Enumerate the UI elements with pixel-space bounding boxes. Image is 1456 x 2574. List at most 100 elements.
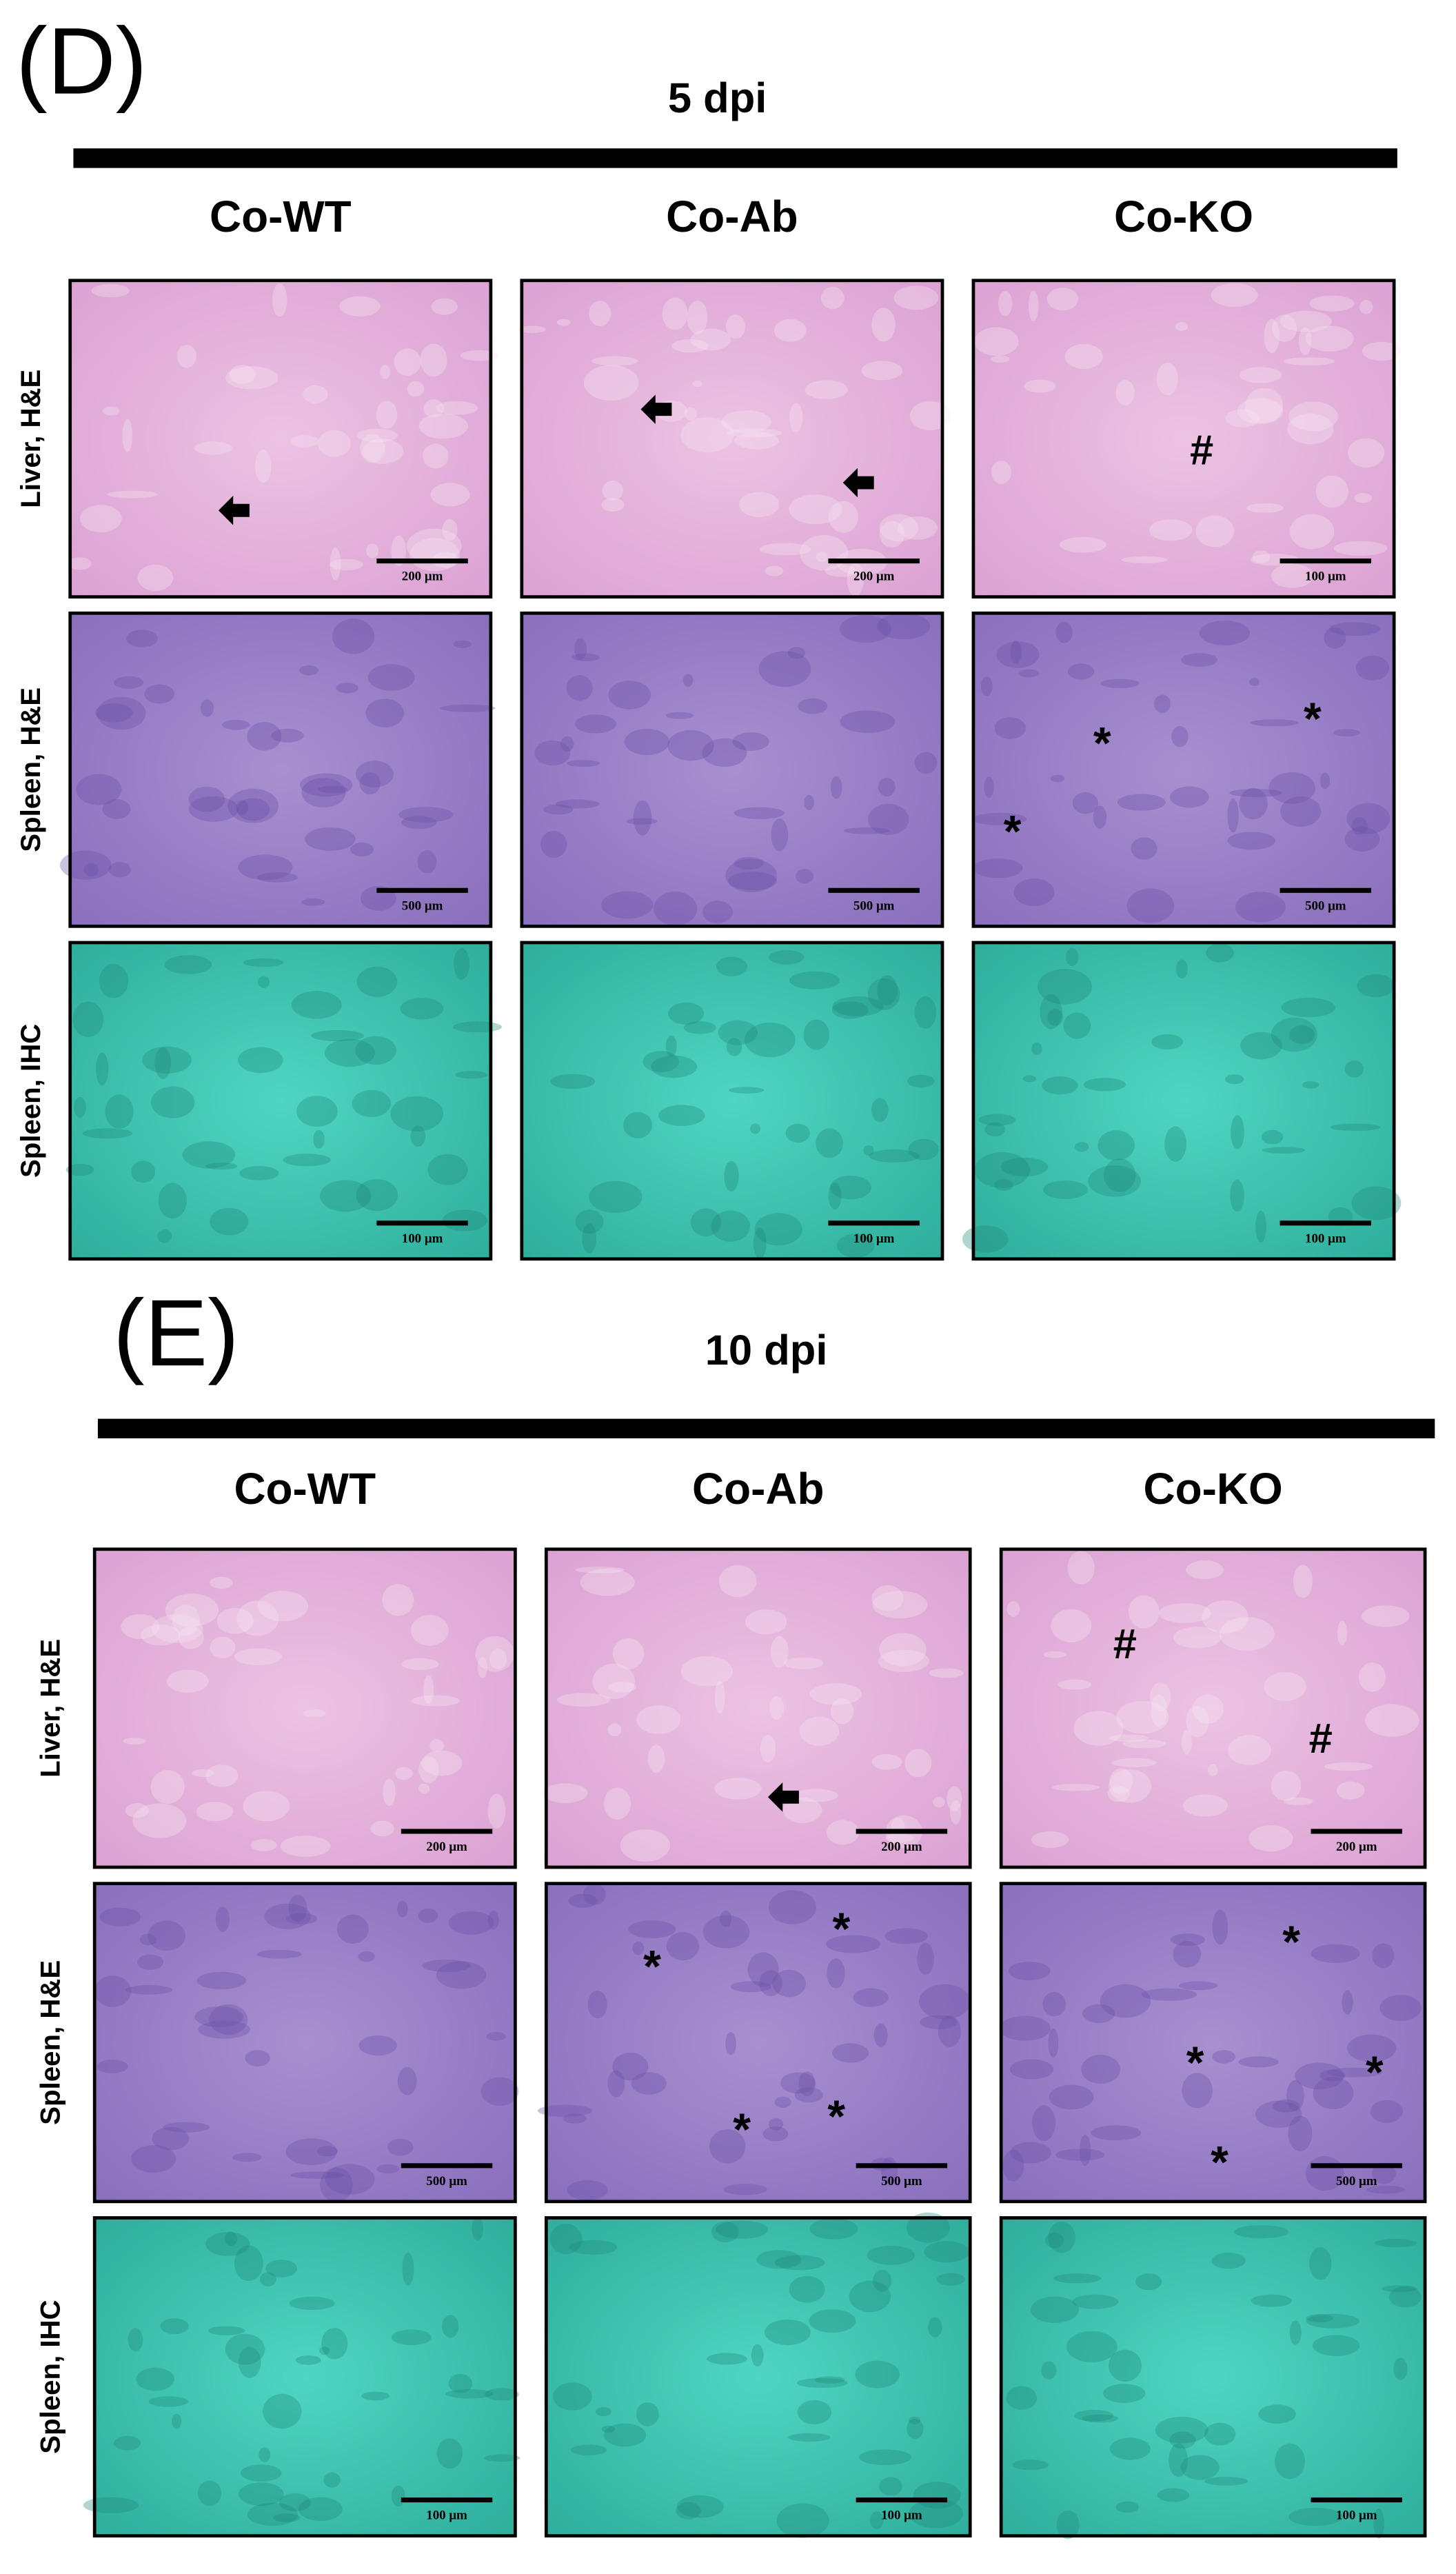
tissue-texture	[264, 1903, 311, 1929]
tissue-texture	[549, 2224, 583, 2255]
tissue-texture	[936, 2273, 965, 2286]
tissue-texture	[257, 1591, 309, 1622]
tissue-texture	[401, 816, 437, 829]
tissue-texture	[601, 498, 625, 512]
tissue-texture	[647, 1745, 665, 1773]
tissue-texture	[481, 2077, 519, 2107]
tissue-texture	[59, 850, 112, 880]
tissue-texture	[702, 1915, 750, 1949]
tissue-texture	[624, 728, 669, 756]
tissue-texture	[1042, 1991, 1066, 2017]
tissue-texture	[1288, 1025, 1315, 1045]
tissue-texture	[96, 1052, 109, 1086]
tissue-texture	[76, 774, 122, 805]
annotation: *	[1282, 1917, 1300, 1968]
tissue-texture	[1204, 2422, 1236, 2446]
tissue-texture	[715, 2220, 769, 2239]
tissue-texture	[574, 714, 617, 734]
tissue-texture	[668, 1002, 705, 1025]
tissue-texture	[236, 798, 270, 821]
tissue-texture	[402, 2252, 414, 2286]
tissue-texture	[488, 1911, 499, 1930]
tissue-texture	[1284, 1797, 1313, 1805]
micrograph	[521, 280, 943, 597]
tissue-texture	[440, 704, 496, 712]
tissue-texture	[280, 1836, 331, 1857]
tissue-texture	[540, 830, 567, 858]
tissue-texture	[422, 1959, 471, 1972]
tissue-texture	[592, 1663, 636, 1699]
tissue-texture	[1261, 1129, 1284, 1145]
tissue-texture	[680, 417, 734, 453]
tissue-texture	[336, 1914, 369, 1944]
arrow	[767, 1782, 799, 1812]
tissue-texture	[234, 2245, 263, 2282]
tissue-texture	[192, 1769, 214, 1778]
tissue-texture	[1181, 1729, 1192, 1755]
tissue-texture	[897, 516, 938, 540]
tissue-texture	[869, 2511, 884, 2529]
tissue-texture	[1342, 1990, 1353, 2015]
tissue-texture	[205, 1764, 239, 1787]
tissue-texture	[148, 2396, 188, 2407]
tissue-texture	[131, 1160, 156, 1183]
annotation: *	[1304, 694, 1322, 745]
micrograph	[546, 1549, 971, 1867]
micrograph	[70, 613, 491, 927]
tissue-texture	[991, 355, 1010, 363]
tissue-texture	[718, 1020, 758, 1045]
tissue-texture	[210, 1576, 233, 1589]
column-header: Co-Ab	[666, 192, 798, 241]
tissue-texture	[1346, 2034, 1397, 2062]
micrograph	[521, 613, 943, 927]
tissue-texture	[830, 1698, 854, 1725]
micrograph-frame	[68, 611, 493, 928]
tissue-texture	[1229, 788, 1282, 797]
micrograph-frame	[520, 611, 944, 928]
tissue-texture	[122, 419, 132, 452]
tissue-texture	[1121, 556, 1168, 563]
tissue-texture	[390, 1096, 443, 1132]
tissue-texture	[869, 1149, 920, 1163]
tissue-texture	[692, 380, 702, 388]
tissue-texture	[984, 1122, 1006, 1137]
tissue-texture	[789, 2275, 825, 2303]
tissue-texture	[1141, 1988, 1197, 2001]
tissue-texture	[1351, 1186, 1402, 1220]
annotation: *	[733, 2104, 751, 2155]
scale-label: 200 μm	[1336, 1840, 1377, 1854]
tissue-texture	[682, 674, 694, 687]
tissue-texture	[1251, 2294, 1292, 2307]
tissue-texture	[1255, 2100, 1302, 2128]
tissue-texture	[840, 615, 891, 643]
micrograph-frame	[971, 279, 1396, 599]
tissue-texture	[572, 653, 600, 661]
row-label: Spleen, H&E	[34, 1960, 65, 2125]
tissue-texture	[1183, 1794, 1228, 1817]
tissue-texture	[150, 1769, 185, 1804]
tissue-texture	[840, 710, 896, 733]
scale-label: 100 μm	[1305, 570, 1346, 584]
tissue-texture	[933, 1796, 945, 1808]
tissue-texture	[1336, 1781, 1365, 1800]
tissue-texture	[628, 1920, 676, 1939]
tissue-texture	[400, 998, 444, 1020]
tissue-texture	[580, 1568, 635, 1596]
tissue-texture	[82, 1128, 133, 1139]
tissue-texture	[387, 2138, 414, 2156]
tissue-texture	[487, 1793, 506, 1829]
tissue-texture	[1228, 1735, 1271, 1765]
tissue-texture	[356, 966, 398, 997]
tissue-texture	[909, 2416, 921, 2424]
tissue-texture	[879, 2477, 902, 2496]
tissue-texture	[257, 976, 270, 988]
tissue-texture	[687, 300, 708, 334]
annotation: #	[1309, 1715, 1333, 1762]
tissue-texture	[83, 2497, 139, 2513]
tissue-texture	[296, 1096, 338, 1127]
tissue-texture	[789, 403, 803, 432]
tissue-texture	[236, 1600, 279, 1636]
tissue-texture	[765, 565, 784, 576]
row-label: Liver, H&E	[15, 370, 46, 508]
tissue-texture	[1320, 772, 1331, 790]
